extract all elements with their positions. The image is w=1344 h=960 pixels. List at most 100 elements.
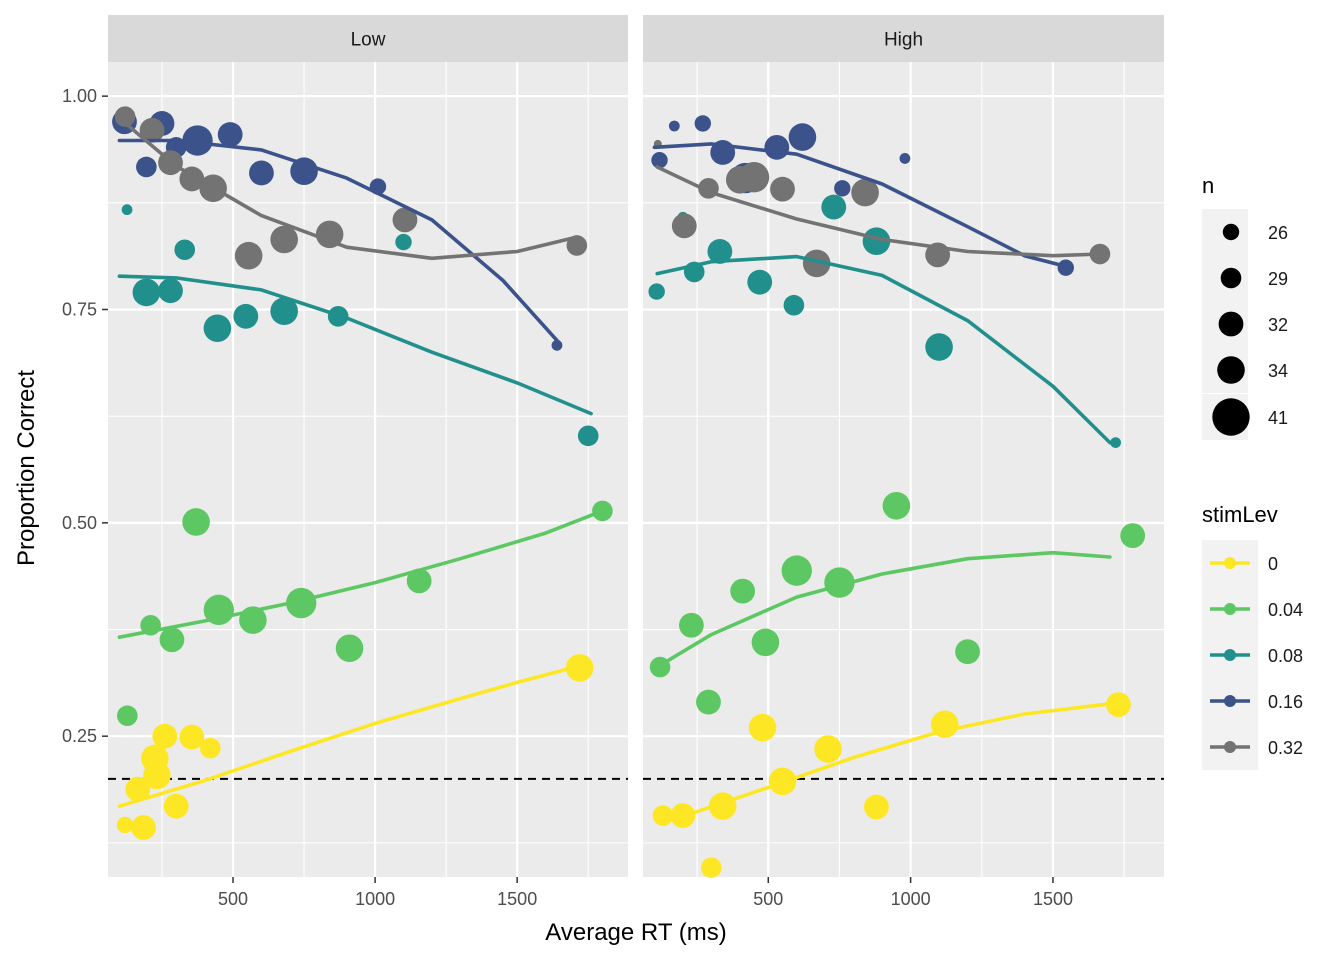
data-point [882, 491, 911, 520]
data-point [1120, 523, 1146, 549]
data-point [234, 241, 263, 270]
data-point [392, 207, 418, 233]
size-legend-label: 34 [1268, 361, 1288, 381]
data-point [203, 314, 232, 343]
data-point [701, 857, 722, 878]
size-legend-dot [1222, 223, 1240, 241]
fit-curve-0 [117, 661, 590, 808]
data-point [114, 106, 136, 127]
fit-curve-0 [681, 702, 1112, 819]
x-tick-label: 1000 [891, 889, 931, 909]
x-tick-label: 1500 [497, 889, 537, 909]
size-legend-title: n [1202, 173, 1214, 198]
series-0 [116, 654, 594, 840]
series-0.08 [121, 204, 599, 447]
data-point [851, 178, 879, 207]
data-point [131, 815, 156, 840]
panel-background [643, 62, 1164, 877]
legend: n stimLev 26 29 32 34 41 0 0.04 0.08 0.16 0.32 [1202, 173, 1303, 770]
panel-low: Low 500 1000 1500 0.25 0.50 0.75 1.00 [62, 15, 628, 909]
data-point [315, 220, 344, 249]
y-tick-label: 0.25 [62, 726, 97, 746]
data-point [781, 555, 812, 586]
data-point [1110, 437, 1122, 449]
color-legend-dot [1224, 649, 1236, 661]
data-point [651, 151, 668, 169]
fit-curve-0.08 [655, 254, 1112, 445]
size-legend-label: 26 [1268, 223, 1288, 243]
facet-strip [643, 15, 1164, 62]
x-tick-label: 1000 [355, 889, 395, 909]
fit-curve-0.04 [655, 550, 1112, 669]
series-0.32 [653, 139, 1111, 278]
y-tick-label: 0.75 [62, 299, 97, 319]
data-point [783, 294, 805, 316]
data-point [159, 627, 185, 653]
data-point [652, 805, 674, 826]
data-point [730, 578, 756, 604]
size-legend-dot [1217, 356, 1245, 384]
data-point [648, 283, 665, 300]
data-point [899, 153, 911, 164]
data-point [788, 123, 817, 151]
data-point [286, 587, 317, 619]
data-point [694, 115, 711, 132]
data-point [707, 239, 733, 264]
data-point [821, 194, 847, 220]
data-point [751, 628, 780, 657]
data-point [864, 794, 889, 820]
data-point [577, 425, 599, 447]
data-point [158, 278, 183, 304]
facet-strip [108, 15, 628, 62]
color-legend-dot [1224, 557, 1236, 569]
data-point [925, 333, 953, 361]
data-point [270, 297, 298, 325]
data-point [671, 213, 697, 239]
series-0.16 [651, 115, 1074, 276]
data-point [738, 162, 770, 193]
size-legend-dot [1212, 398, 1250, 436]
x-tick-label: 1500 [1033, 889, 1073, 909]
data-point [696, 689, 721, 715]
data-point [136, 156, 157, 178]
data-point [802, 249, 831, 278]
data-point [834, 180, 851, 197]
size-legend-label: 32 [1268, 315, 1288, 335]
color-legend-label: 0 [1268, 554, 1278, 574]
data-point [217, 122, 243, 147]
data-point [182, 508, 210, 536]
data-point [174, 239, 196, 261]
data-point [747, 269, 773, 295]
data-point [770, 176, 795, 202]
color-legend-dot [1224, 603, 1236, 615]
data-point [152, 723, 178, 749]
data-point [862, 227, 891, 256]
size-legend-label: 29 [1268, 269, 1288, 289]
series-0.04 [117, 500, 613, 727]
fit-curve-0.04 [117, 509, 605, 639]
panels-layer: Low 500 1000 1500 0.25 0.50 0.75 1.00 High 500 100… [62, 15, 1164, 909]
color-legend-label: 0.04 [1268, 600, 1303, 620]
data-point [179, 724, 205, 750]
fit-curve-0.16 [117, 138, 562, 346]
size-legend-dot [1218, 311, 1244, 337]
data-point [249, 160, 274, 186]
series-0 [652, 692, 1131, 878]
x-axis-title: Average RT (ms) [545, 919, 726, 946]
data-point [406, 568, 432, 594]
x-tick-label: 500 [753, 889, 783, 909]
data-point [290, 157, 318, 186]
panel-high: High 500 1000 1500 [643, 15, 1164, 909]
data-point [566, 235, 588, 256]
facet-strip-label: High [884, 30, 923, 51]
data-point [1106, 692, 1131, 718]
data-point [121, 204, 133, 216]
data-point [270, 225, 298, 254]
data-point [233, 303, 259, 329]
data-point [182, 125, 213, 156]
color-legend-label: 0.16 [1268, 692, 1303, 712]
data-point [116, 816, 134, 834]
data-point [824, 567, 855, 598]
color-legend-dot [1224, 741, 1236, 753]
